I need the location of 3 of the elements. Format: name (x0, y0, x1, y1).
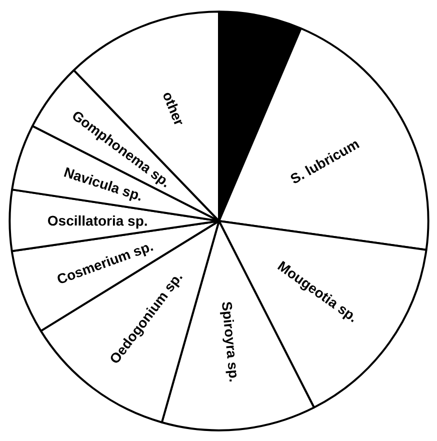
slice-label: Oscillatoria sp. (47, 212, 148, 229)
slice-label: Spiroyra sp. (218, 300, 243, 383)
slice-label: other (160, 89, 188, 128)
